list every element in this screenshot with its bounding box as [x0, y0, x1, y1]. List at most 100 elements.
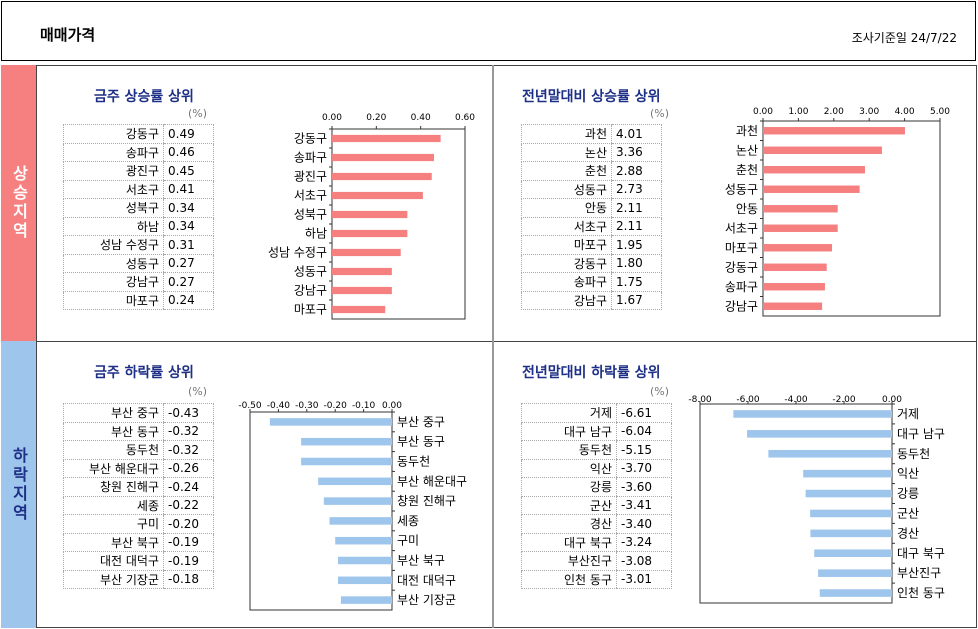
bar [805, 489, 892, 498]
region-name-cell: 창원 진해구 [63, 477, 164, 497]
table-row: 논산 3.36 [521, 143, 662, 162]
vertical-divider [492, 65, 494, 628]
panel-title-ytd-fall: 전년말대비 하락률 상위 [522, 365, 661, 381]
table-row: 구미 -0.20 [63, 514, 214, 534]
bar [763, 185, 860, 193]
bar [814, 549, 892, 558]
category-label: 광진구 [294, 170, 327, 184]
table-row: 대구 북구 -3.24 [521, 533, 672, 552]
value-cell: -0.32 [163, 422, 214, 441]
table-row: 강남구 1.67 [521, 291, 662, 310]
value-cell: 2.11 [611, 198, 662, 218]
rising-region-label: 상승지역 [1, 65, 36, 341]
bar [763, 302, 823, 310]
region-name-cell: 구미 [63, 514, 164, 534]
x-tick-label: -0.20 [324, 401, 348, 411]
x-tick-label: 0.00 [882, 395, 902, 405]
value-cell: 0.27 [163, 254, 214, 273]
table-row: 부산진구 -3.08 [521, 551, 672, 571]
category-label: 송파구 [725, 280, 758, 294]
table-row: 안동 2.11 [521, 198, 662, 218]
value-cell: -0.43 [163, 403, 214, 423]
category-label: 부산 해운대구 [397, 474, 467, 488]
x-tick-label: 2.00 [824, 107, 844, 117]
table-row: 부산 해운대구 -0.26 [63, 459, 214, 478]
bar [301, 437, 392, 446]
x-tick-label: 3.00 [859, 107, 879, 117]
value-cell: 0.41 [163, 180, 214, 199]
x-tick-label: 0.00 [382, 401, 402, 411]
x-tick-label: 0.40 [411, 113, 431, 123]
value-cell: 3.36 [611, 143, 662, 162]
region-name-cell: 논산 [521, 143, 612, 162]
bar [332, 191, 423, 200]
bar [332, 134, 441, 143]
value-cell: -0.20 [163, 514, 214, 534]
bar [768, 449, 892, 458]
category-label: 대전 대덕구 [397, 573, 456, 587]
category-label: 익산 [897, 467, 919, 481]
value-cell: -0.24 [163, 477, 214, 497]
table-row: 춘천 2.88 [521, 161, 662, 181]
region-name-cell: 부산 북구 [63, 533, 164, 552]
category-label: 성남 수정구 [268, 246, 327, 260]
data-table-weekly-rise: 강동구 0.49 송파구 0.46 광진구 0.45 서초구 0.41 성북구 0.34 하남 0.3… [63, 124, 214, 310]
region-name-cell: 광진구 [63, 161, 164, 181]
region-name-cell: 강동구 [63, 124, 164, 144]
table-row: 익산 -3.70 [521, 459, 672, 478]
bar [332, 267, 392, 276]
table-row: 창원 진해구 -0.24 [63, 477, 214, 497]
table-row: 마포구 1.95 [521, 235, 662, 255]
x-tick-label: -0.40 [267, 401, 291, 411]
category-label: 논산 [736, 143, 758, 157]
category-label: 강남구 [725, 299, 758, 313]
category-label: 구미 [397, 534, 419, 548]
data-table-ytd-fall: 거제 -6.61 대구 남구 -6.04 동두천 -5.15 익산 -3.70 강릉 -3.60 군… [521, 403, 672, 589]
rising-region-text: 상승지역 [9, 165, 29, 241]
region-name-cell: 경산 [521, 514, 617, 534]
table-row: 과천 4.01 [521, 124, 662, 144]
value-cell: 0.24 [163, 291, 214, 310]
region-name-cell: 성남 수정구 [63, 235, 164, 255]
bar [763, 146, 882, 154]
table-row: 인천 동구 -3.01 [521, 570, 672, 589]
category-label: 부산 동구 [397, 435, 445, 449]
region-name-cell: 세종 [63, 496, 164, 515]
bar [332, 305, 386, 314]
value-cell: -0.19 [163, 533, 214, 552]
region-name-cell: 성동구 [63, 254, 164, 273]
bar [269, 418, 392, 426]
bar [332, 229, 408, 238]
table-row: 광진구 0.45 [63, 161, 214, 181]
region-name-cell: 성동구 [521, 180, 612, 199]
table-row: 강동구 1.80 [521, 254, 662, 273]
category-label: 대구 북구 [897, 546, 945, 560]
table-row: 부산 북구 -0.19 [63, 533, 214, 552]
table-row: 부산 동구 -0.32 [63, 422, 214, 441]
table-row: 서초구 2.11 [521, 217, 662, 236]
table-row: 서초구 0.41 [63, 180, 214, 199]
value-cell: -0.18 [163, 570, 214, 589]
value-cell: 0.45 [163, 161, 214, 181]
table-row: 성남 수정구 0.31 [63, 235, 214, 255]
table-row: 강남구 0.27 [63, 272, 214, 292]
value-cell: 1.67 [611, 291, 662, 310]
bar [332, 286, 392, 295]
horizontal-divider [36, 341, 977, 342]
panel-title-weekly-fall: 금주 하락률 상위 [94, 365, 194, 381]
x-tick-label: 5.00 [930, 107, 950, 117]
panel-title-weekly-rise: 금주 상승률 상위 [94, 89, 194, 105]
x-tick-label: -0.50 [238, 401, 262, 411]
bar [332, 248, 401, 257]
category-label: 부산진구 [897, 566, 941, 580]
table-row: 군산 -3.41 [521, 496, 672, 515]
region-name-cell: 부산진구 [521, 551, 617, 571]
category-label: 동두천 [897, 446, 930, 461]
table-row: 거제 -6.61 [521, 403, 672, 423]
region-name-cell: 군산 [521, 496, 617, 515]
region-name-cell: 대구 북구 [521, 533, 617, 552]
category-label: 강동구 [725, 260, 758, 274]
falling-region-label: 하락지역 [1, 341, 36, 628]
region-name-cell: 부산 중구 [63, 403, 164, 423]
